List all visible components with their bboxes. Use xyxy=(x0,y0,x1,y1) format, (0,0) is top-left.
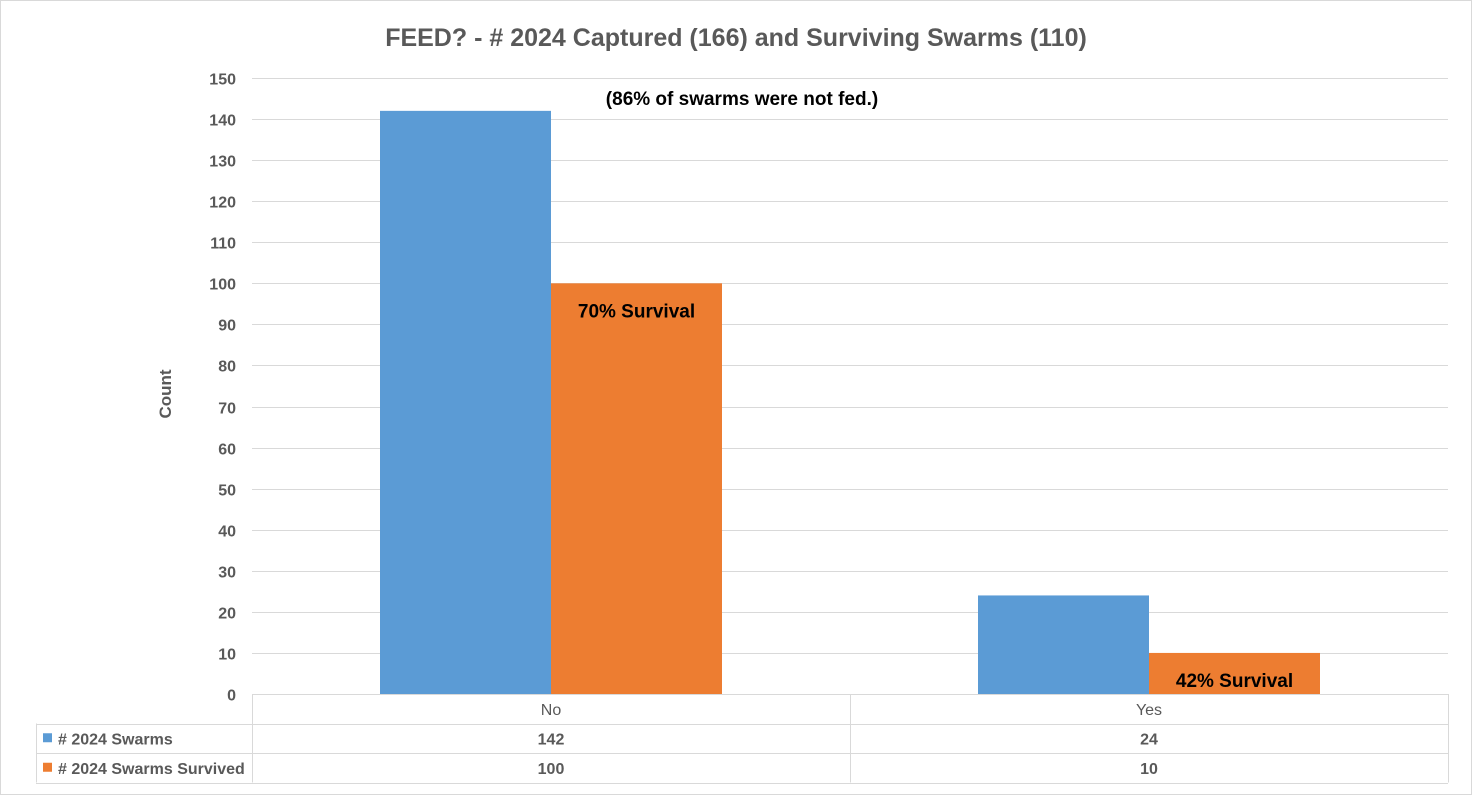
y-tick-label: 110 xyxy=(210,236,236,253)
y-tick-label: 10 xyxy=(218,647,236,664)
y-tick-label: 140 xyxy=(209,113,236,130)
table-value: 100 xyxy=(538,761,565,778)
y-tick-label: 100 xyxy=(209,277,236,294)
y-tick-label: 0 xyxy=(227,688,236,705)
chart-subtitle: (86% of swarms were not fed.) xyxy=(606,89,878,110)
x-category-label: Yes xyxy=(1136,702,1162,719)
table-value: 24 xyxy=(1140,731,1158,748)
bar-survived xyxy=(551,283,722,694)
y-tick-label: 60 xyxy=(218,442,236,459)
y-tick-label: 70 xyxy=(218,401,236,418)
bar-swarms xyxy=(380,110,551,694)
y-axis-ticks: 0 10 20 30 40 50 60 70 80 90 100 110 120 130 140 150 xyxy=(209,72,236,705)
bar-annotation: 42% Survival xyxy=(1176,671,1293,692)
legend-swatch xyxy=(43,733,52,743)
y-tick-label: 80 xyxy=(218,359,236,376)
bar-swarms xyxy=(978,595,1149,694)
legend-swatch xyxy=(43,762,52,772)
y-tick-label: 40 xyxy=(218,524,236,541)
legend-label: # 2024 Swarms xyxy=(58,731,173,748)
bar-annotation: 70% Survival xyxy=(578,301,695,322)
y-tick-label: 90 xyxy=(218,318,236,335)
bar-annotations: 70% Survival 42% Survival xyxy=(578,301,1293,692)
y-tick-label: 130 xyxy=(209,154,236,171)
bar-survived xyxy=(1149,652,1320,694)
chart-title: FEED? - # 2024 Captured (166) and Surviv… xyxy=(385,24,1087,52)
table-value: 142 xyxy=(538,731,565,748)
y-tick-label: 30 xyxy=(218,565,236,582)
y-tick-label: 20 xyxy=(218,606,236,623)
y-tick-label: 150 xyxy=(209,72,236,89)
y-tick-label: 120 xyxy=(209,195,236,212)
y-tick-label: 50 xyxy=(218,483,236,500)
table-value: 10 xyxy=(1140,761,1158,778)
legend-label: # 2024 Swarms Survived xyxy=(58,761,245,778)
y-axis-label: Count xyxy=(156,369,175,418)
bars xyxy=(380,110,1320,694)
data-table: No Yes # 2024 Swarms 142 24 # 2024 Swarms Sur… xyxy=(36,694,1449,784)
x-category-label: No xyxy=(541,702,562,719)
